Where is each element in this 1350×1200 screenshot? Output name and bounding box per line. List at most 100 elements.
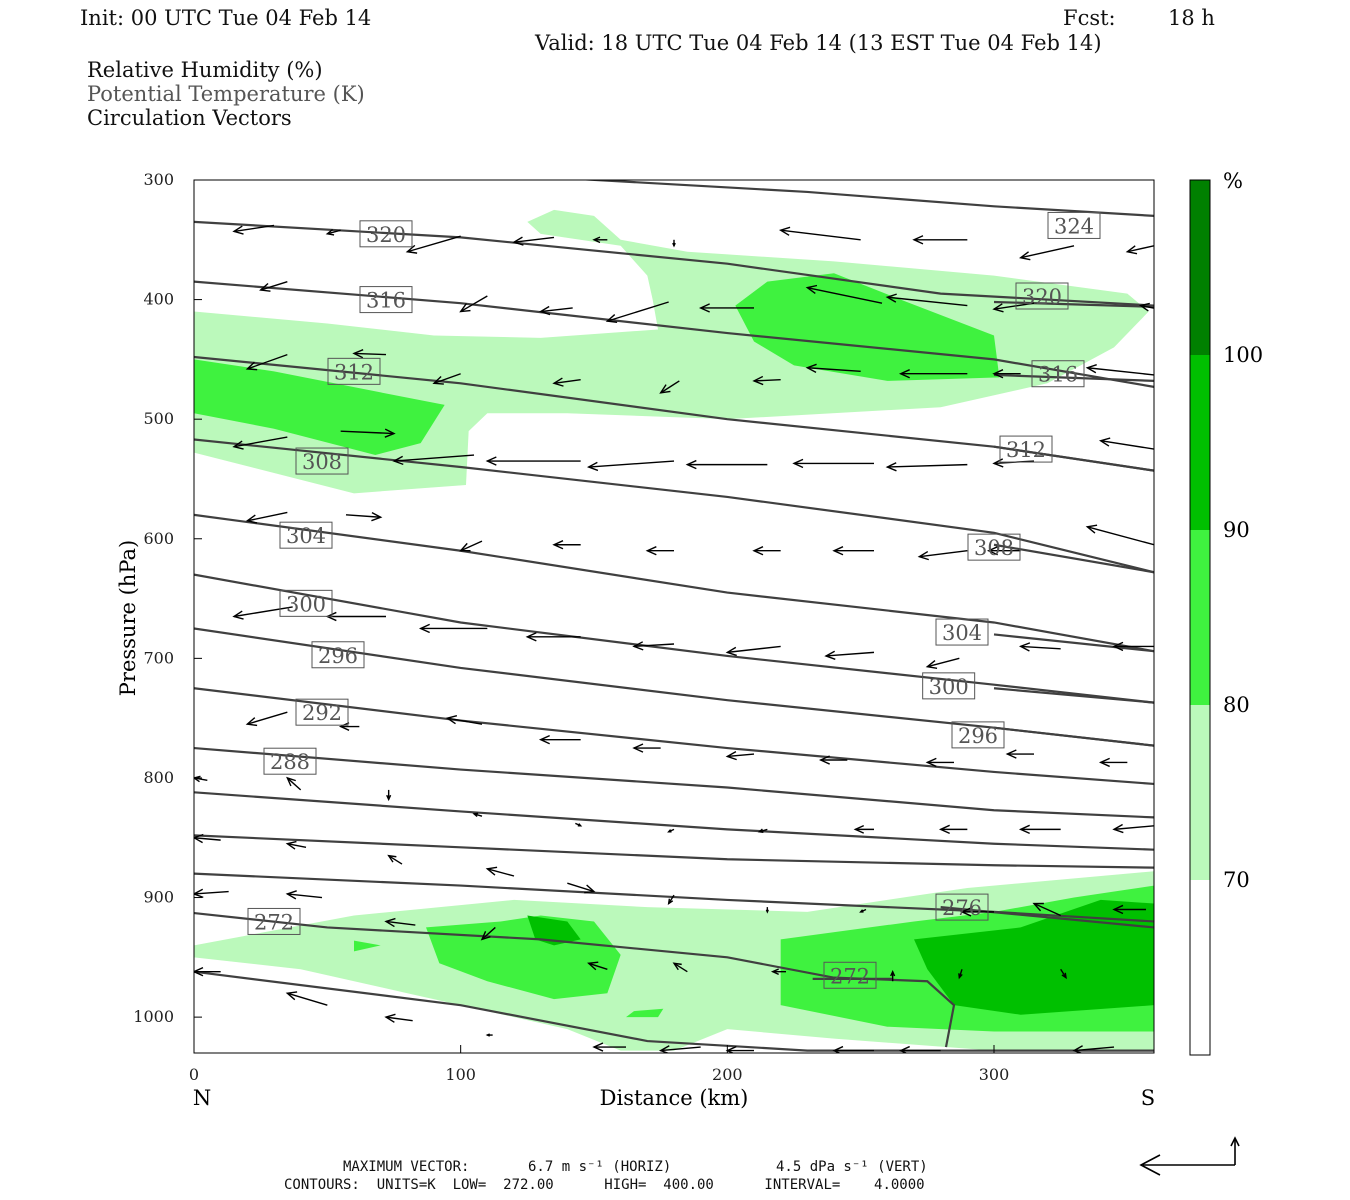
vector-head bbox=[285, 840, 297, 850]
vector-shaft bbox=[919, 550, 968, 558]
vector-head bbox=[1061, 972, 1067, 980]
circulation-vector bbox=[757, 828, 768, 833]
circulation-vector bbox=[194, 833, 221, 844]
contour-label-box bbox=[295, 698, 349, 726]
vector-shaft bbox=[727, 645, 781, 654]
theta-contour-300-12 bbox=[993, 687, 1154, 704]
vector-shaft bbox=[1020, 645, 1061, 650]
axes: 300 400 500 600 700 800 900 1000 0 100 200 300 Dista… bbox=[116, 170, 1155, 1110]
theta-contour-288-16 bbox=[194, 746, 1154, 819]
circulation-vector bbox=[194, 888, 229, 899]
circulation-vector bbox=[459, 540, 483, 552]
circulation-vector bbox=[325, 611, 386, 622]
contour-label-text: 308 bbox=[974, 536, 1014, 560]
y-tick-label: 600 bbox=[143, 529, 174, 548]
theta-contour-312-6 bbox=[993, 445, 1154, 472]
vector-shaft bbox=[780, 229, 861, 241]
circulation-vector bbox=[853, 824, 874, 834]
vector-shaft bbox=[1087, 367, 1154, 376]
contour-label-text: 312 bbox=[1006, 438, 1046, 462]
vector-shaft bbox=[673, 962, 688, 973]
vector-shaft bbox=[825, 651, 875, 657]
vector-head bbox=[938, 824, 950, 835]
circulation-vector bbox=[818, 755, 848, 765]
circulation-vector bbox=[685, 459, 768, 470]
circulation-vector bbox=[632, 743, 661, 753]
contour-label-text: 316 bbox=[366, 289, 406, 313]
relative-humidity-shading bbox=[194, 209, 1154, 1051]
vector-head bbox=[685, 459, 697, 470]
circulation-vector bbox=[832, 1045, 874, 1053]
circulation-vector bbox=[386, 789, 392, 802]
vector-head bbox=[672, 242, 676, 248]
vector-head bbox=[1085, 524, 1098, 534]
vector-head bbox=[587, 961, 599, 971]
vector-head bbox=[960, 907, 972, 917]
colorbar-level-label: 70 bbox=[1223, 868, 1250, 892]
circulation-vector bbox=[770, 968, 786, 976]
vector-head bbox=[1112, 641, 1124, 652]
vector-head bbox=[752, 546, 764, 556]
circulation-vector bbox=[525, 632, 581, 642]
contour-label-text: 296 bbox=[958, 724, 998, 748]
vector-head bbox=[392, 455, 404, 466]
vector-head bbox=[480, 931, 491, 941]
circulation-vector bbox=[485, 1033, 493, 1037]
circulation-vector bbox=[1112, 641, 1154, 652]
contour-label-box bbox=[295, 447, 349, 475]
vector-head bbox=[472, 812, 479, 818]
contour-label-288: 288 bbox=[263, 747, 317, 775]
plot-frame bbox=[193, 179, 1155, 1054]
contour-label-box bbox=[279, 521, 333, 549]
circulation-vector bbox=[245, 511, 288, 524]
vector-head bbox=[805, 284, 818, 294]
vector-head bbox=[672, 962, 682, 971]
vector-shaft bbox=[1020, 245, 1075, 259]
y-tick-label: 300 bbox=[143, 170, 174, 189]
vector-head bbox=[1005, 749, 1017, 759]
contour-label-box bbox=[935, 893, 989, 921]
vector-head bbox=[512, 236, 524, 246]
vector-head bbox=[1032, 902, 1044, 912]
vector-head bbox=[898, 1045, 910, 1053]
vector-shaft bbox=[460, 295, 488, 313]
vector-shaft bbox=[247, 511, 288, 522]
circulation-vector bbox=[925, 757, 954, 768]
contour-label-304: 304 bbox=[935, 618, 989, 646]
contour-labels: 324 320 320 316 316 312 312 308 308 304 304 300 300 2… bbox=[247, 211, 1101, 989]
contour-label-text: 272 bbox=[830, 964, 870, 988]
vector-head bbox=[285, 890, 297, 900]
vector-head bbox=[325, 228, 335, 236]
contour-label-box bbox=[1047, 211, 1101, 239]
circulation-vector bbox=[285, 840, 307, 850]
circulation-vector bbox=[1085, 364, 1154, 376]
circulation-vector bbox=[445, 715, 483, 725]
vector-shaft bbox=[1087, 526, 1154, 546]
circulation-vector bbox=[1125, 245, 1154, 255]
contour-label-272: 272 bbox=[823, 961, 877, 989]
circulation-vector bbox=[340, 428, 396, 438]
circulation-vector bbox=[890, 969, 896, 982]
vector-shaft bbox=[588, 460, 675, 468]
vector-shaft bbox=[633, 643, 675, 648]
vector-head bbox=[459, 303, 471, 313]
contour-label-296: 296 bbox=[951, 721, 1005, 749]
theta-contour-304-10 bbox=[993, 633, 1154, 653]
contour-label-300: 300 bbox=[922, 672, 976, 700]
circulation-vector bbox=[898, 1045, 941, 1053]
circulation-vector bbox=[752, 546, 781, 556]
vector-head bbox=[338, 722, 350, 731]
contour-label-320: 320 bbox=[1015, 282, 1069, 310]
circulation-vector bbox=[960, 907, 994, 917]
contour-label-box bbox=[1015, 282, 1069, 310]
vector-shaft bbox=[481, 926, 496, 940]
contour-label-312: 312 bbox=[327, 357, 381, 385]
contour-label-box bbox=[999, 435, 1053, 463]
vector-shaft bbox=[247, 711, 288, 725]
vector-shaft bbox=[345, 514, 381, 518]
valid-time: Valid: 18 UTC Tue 04 Feb 14 (13 EST Tue … bbox=[535, 31, 1102, 55]
theta-contour-308-7 bbox=[194, 438, 1154, 574]
circulation-vector bbox=[432, 373, 461, 385]
circulation-vector bbox=[285, 991, 328, 1006]
circulation-vector bbox=[485, 456, 581, 466]
